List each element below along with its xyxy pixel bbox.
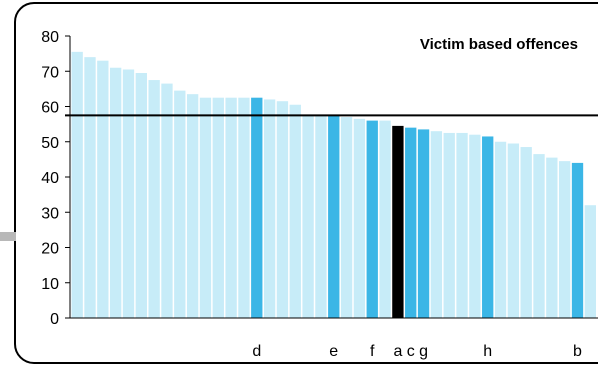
bar-14	[238, 97, 250, 318]
bar-38	[546, 157, 558, 318]
bar-20	[315, 115, 327, 318]
bar-40	[571, 162, 584, 318]
bar-31	[456, 132, 468, 318]
bar-12	[212, 97, 224, 318]
x-label-a: a	[393, 343, 402, 360]
bar-15	[251, 97, 263, 318]
bar-23	[353, 118, 366, 318]
bar-33	[482, 136, 494, 318]
bar-34	[494, 141, 507, 318]
y-tick-label: 30	[41, 205, 59, 222]
bar-17	[276, 101, 289, 319]
bar-10	[186, 94, 199, 318]
bar-30	[443, 132, 455, 318]
bar-22	[340, 117, 353, 318]
chart-frame	[14, 2, 598, 364]
bar-27	[405, 127, 417, 319]
x-label-g: g	[419, 343, 428, 360]
bar-39	[559, 161, 571, 318]
bar-1	[71, 51, 83, 319]
y-tick-label: 80	[41, 29, 59, 46]
bar-29	[430, 131, 443, 318]
bar-4	[109, 67, 122, 318]
bar-24	[366, 120, 378, 318]
bar-13	[225, 97, 237, 318]
x-label-d: d	[252, 343, 261, 360]
bar-7	[148, 80, 160, 318]
x-label-b: b	[573, 343, 582, 360]
x-label-h: h	[483, 343, 492, 360]
bar-35	[507, 143, 520, 318]
x-label-e: e	[329, 343, 338, 360]
bar-8	[161, 83, 173, 318]
bar-2	[84, 57, 96, 319]
bar-41	[584, 205, 596, 318]
x-label-f: f	[370, 343, 375, 360]
bar-18	[289, 104, 301, 319]
y-ticks-group: 0 10 20 30 40 50 60 70 80	[41, 29, 70, 328]
frame-side-tab	[0, 232, 16, 241]
y-tick-label: 50	[41, 135, 59, 152]
bars-group	[71, 51, 596, 319]
x-label-c: c	[407, 343, 415, 360]
y-tick-label: 70	[41, 64, 59, 81]
y-tick-label: 0	[50, 311, 59, 328]
bar-28	[417, 129, 430, 318]
bar-25	[379, 120, 391, 318]
bar-19	[302, 115, 314, 318]
bar-21	[328, 115, 340, 318]
bar-37	[533, 154, 545, 318]
y-tick-label: 60	[41, 100, 59, 117]
bar-5	[122, 69, 135, 319]
bar-16	[263, 99, 276, 318]
bar-6	[135, 73, 147, 318]
bar-32	[469, 134, 481, 318]
bar-36	[520, 147, 532, 318]
chart-title: Victim based offences	[420, 36, 578, 53]
bar-3	[97, 60, 109, 319]
bar-11	[199, 97, 212, 318]
y-tick-label: 20	[41, 241, 59, 258]
y-tick-label: 40	[41, 170, 59, 187]
y-tick-label: 10	[41, 276, 59, 293]
bar-9	[174, 90, 186, 318]
bar-26	[392, 125, 404, 318]
